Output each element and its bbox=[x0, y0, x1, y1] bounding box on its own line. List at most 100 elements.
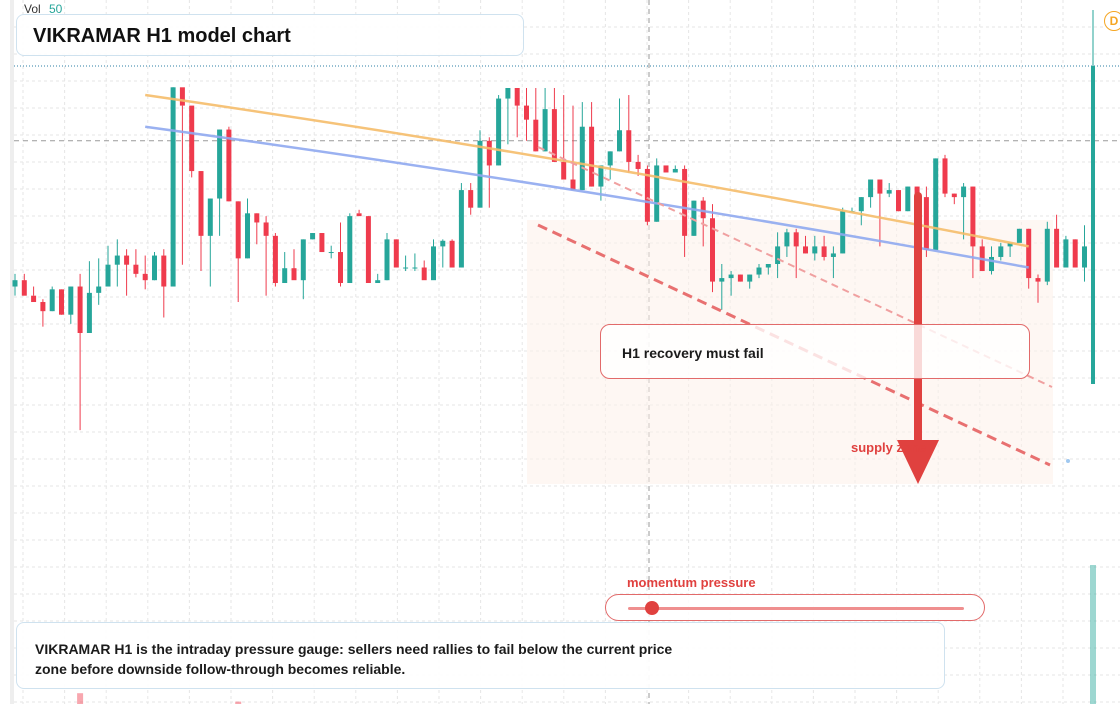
candle-body bbox=[775, 246, 781, 264]
candle-body bbox=[970, 186, 976, 247]
moving-average-line bbox=[145, 125, 1029, 269]
candle-body bbox=[393, 239, 399, 268]
candle-body bbox=[142, 273, 148, 281]
candle-body bbox=[310, 233, 316, 240]
recovery-callout: H1 recovery must fail bbox=[600, 324, 1030, 379]
candle-body bbox=[96, 286, 102, 293]
timeframe-badge[interactable]: D bbox=[1104, 11, 1120, 31]
candle-body bbox=[1063, 239, 1069, 268]
candle-body bbox=[998, 246, 1004, 257]
momentum-label: momentum pressure bbox=[627, 575, 756, 590]
candle-body bbox=[31, 295, 37, 303]
candle-body bbox=[989, 256, 994, 272]
candle-body bbox=[105, 264, 111, 287]
caption-panel: VIKRAMAR H1 is the intraday pressure gau… bbox=[16, 622, 945, 689]
recovery-callout-text: H1 recovery must fail bbox=[622, 345, 764, 361]
candle-body bbox=[710, 218, 715, 282]
candle-body bbox=[449, 240, 455, 268]
candle-body-latest bbox=[1091, 66, 1095, 384]
candle-body bbox=[551, 109, 557, 162]
candle-body bbox=[821, 246, 827, 257]
candle-body bbox=[737, 274, 743, 282]
candle-body bbox=[254, 213, 260, 223]
candle-body bbox=[840, 211, 846, 254]
moving-average-line bbox=[145, 93, 1029, 248]
candle-body bbox=[217, 129, 223, 199]
candle-body bbox=[421, 267, 427, 281]
candle-body bbox=[858, 197, 864, 212]
price-marker bbox=[1066, 459, 1070, 463]
candle-body bbox=[542, 109, 548, 152]
volume-bar bbox=[235, 701, 242, 704]
candle-body bbox=[700, 200, 706, 219]
candle-body bbox=[226, 129, 232, 202]
candle-body bbox=[886, 190, 892, 194]
candle-body bbox=[403, 267, 409, 269]
candle-body bbox=[896, 190, 901, 212]
candle-body bbox=[626, 130, 632, 162]
candle-body bbox=[933, 158, 939, 250]
candle-body bbox=[672, 168, 678, 173]
candle-body bbox=[793, 232, 799, 247]
candle-body bbox=[347, 216, 353, 284]
candle-body bbox=[59, 289, 64, 315]
candle-body bbox=[431, 246, 436, 281]
candle-body bbox=[1072, 239, 1078, 268]
candle-body bbox=[365, 216, 371, 284]
candle-body bbox=[691, 200, 697, 236]
candle-body bbox=[635, 161, 641, 169]
candle-body bbox=[272, 235, 278, 284]
candle-body bbox=[356, 213, 362, 217]
candle-body bbox=[728, 274, 734, 279]
caption-text: VIKRAMAR H1 is the intraday pressure gau… bbox=[35, 641, 673, 677]
candle-body bbox=[300, 239, 306, 281]
candle-body bbox=[589, 126, 595, 187]
candle-body bbox=[1007, 242, 1013, 247]
candle-body bbox=[189, 105, 195, 172]
candle-body bbox=[161, 255, 167, 287]
volume-label: Vol bbox=[24, 2, 41, 16]
candle-body bbox=[49, 289, 55, 312]
momentum-track bbox=[628, 607, 964, 610]
candle-body bbox=[1044, 228, 1050, 282]
candle-body bbox=[486, 140, 492, 166]
candle-body bbox=[328, 252, 334, 254]
candle-body bbox=[458, 190, 464, 268]
candle-body bbox=[803, 246, 808, 254]
candle-body bbox=[756, 267, 762, 275]
candle-body bbox=[1016, 228, 1022, 243]
candle-body bbox=[179, 87, 185, 106]
trendline-lower bbox=[537, 223, 1051, 467]
candle-body bbox=[561, 161, 567, 180]
candle-body bbox=[440, 240, 446, 247]
candle-body bbox=[263, 222, 269, 236]
candle-body bbox=[644, 168, 650, 222]
candle-body bbox=[319, 233, 325, 253]
candle-body bbox=[505, 88, 511, 99]
candle-body bbox=[524, 105, 529, 120]
candle-body bbox=[942, 158, 948, 194]
candle-body bbox=[291, 268, 297, 281]
candle-body bbox=[114, 255, 120, 265]
candle-body bbox=[747, 274, 753, 282]
volume-bars bbox=[77, 565, 1096, 704]
candle-body bbox=[1026, 228, 1032, 279]
candle-body bbox=[951, 193, 957, 198]
candle-body bbox=[282, 268, 288, 284]
candle-body bbox=[877, 179, 883, 194]
candle-body bbox=[784, 232, 790, 247]
candle-body bbox=[375, 280, 381, 284]
chart-title: VIKRAMAR H1 model chart bbox=[33, 25, 291, 47]
momentum-knob[interactable] bbox=[644, 601, 659, 615]
candle-body bbox=[914, 186, 920, 198]
momentum-gauge[interactable] bbox=[605, 594, 985, 621]
candle-body bbox=[868, 179, 874, 198]
candle-body bbox=[923, 197, 929, 250]
candle-body bbox=[170, 87, 176, 287]
volume-bar-last bbox=[1090, 565, 1096, 704]
candle-body bbox=[40, 302, 46, 312]
candle-body bbox=[412, 267, 418, 269]
left-scale-strip bbox=[10, 0, 14, 704]
candle-body bbox=[198, 171, 204, 236]
candle-body bbox=[905, 186, 911, 212]
